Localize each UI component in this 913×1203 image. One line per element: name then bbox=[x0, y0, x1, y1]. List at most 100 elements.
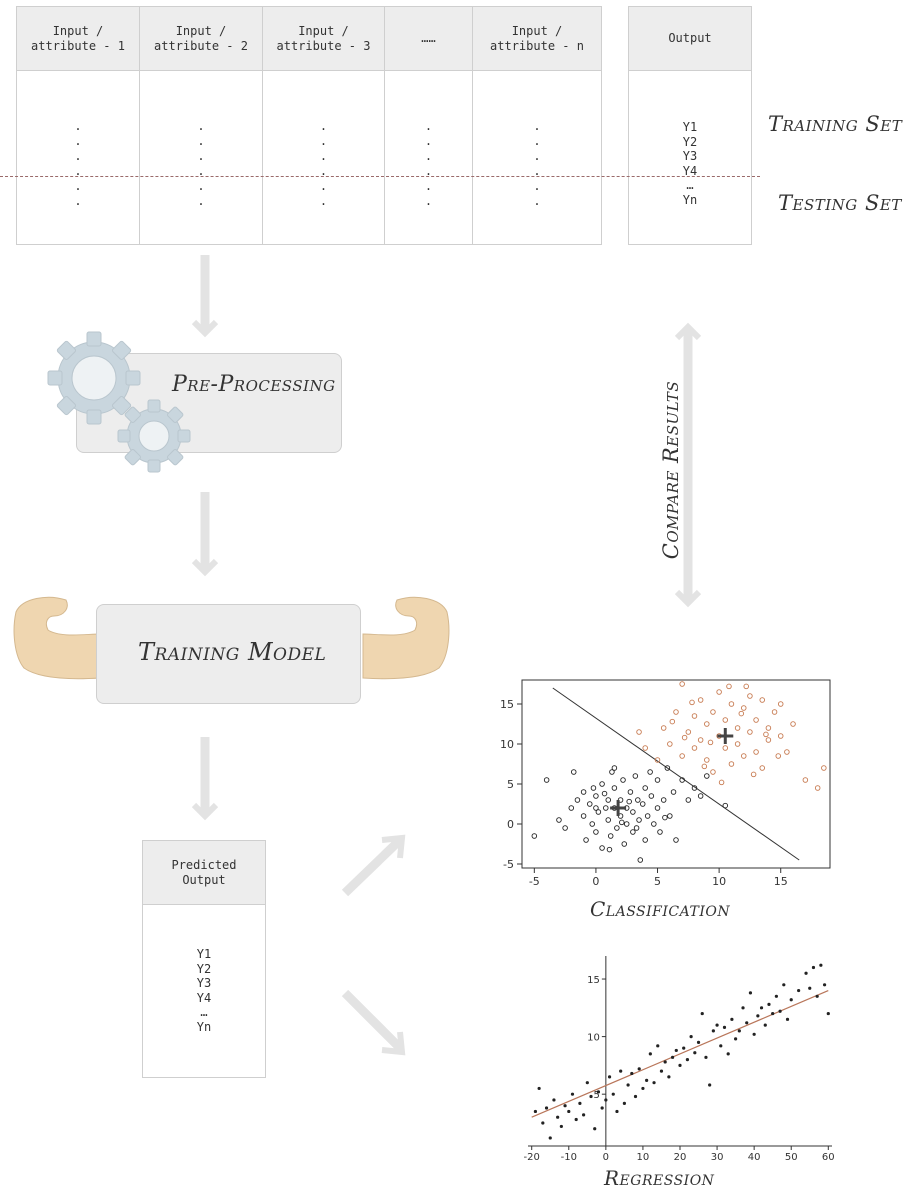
regression-point bbox=[630, 1071, 634, 1076]
regression-point bbox=[819, 963, 823, 967]
scatter-point-class-1 bbox=[667, 813, 673, 819]
regression-point bbox=[559, 1124, 563, 1129]
scatter-point-class-1 bbox=[556, 817, 562, 823]
regression-point bbox=[811, 965, 816, 970]
regression-point bbox=[544, 1106, 549, 1110]
x-tick-label: 30 bbox=[711, 1152, 724, 1163]
regression-point bbox=[696, 1040, 701, 1044]
scatter-point-class-1 bbox=[580, 813, 587, 819]
scatter-point-class-1 bbox=[654, 805, 661, 811]
scatter-point-class-2 bbox=[775, 753, 782, 759]
output-value-4: Y4 bbox=[682, 163, 698, 178]
scatter-point-class-1 bbox=[697, 793, 704, 799]
regression-point bbox=[711, 1029, 715, 1033]
scatter-point-class-2 bbox=[681, 734, 688, 741]
predicted-value-n: Yn bbox=[196, 1019, 212, 1034]
scatter-point-class-2 bbox=[734, 725, 741, 731]
centroid-marker bbox=[717, 728, 734, 744]
x-tick-label: -5 bbox=[529, 875, 540, 888]
scatter-point-class-1 bbox=[633, 825, 640, 831]
regression-point bbox=[578, 1101, 582, 1105]
regression-point bbox=[589, 1094, 593, 1099]
regression-point bbox=[767, 1002, 771, 1006]
regression-point bbox=[641, 1086, 645, 1091]
scatter-point-class-1 bbox=[621, 841, 628, 847]
regression-point bbox=[652, 1081, 656, 1085]
regression-point bbox=[637, 1067, 641, 1071]
train-test-split-line bbox=[0, 176, 760, 177]
regression-point bbox=[674, 1048, 678, 1053]
training-set-label: Training Set bbox=[768, 112, 903, 136]
regression-point bbox=[804, 971, 808, 975]
scatter-point-class-1 bbox=[637, 857, 644, 863]
scatter-point-class-2 bbox=[718, 779, 725, 786]
scatter-point-class-2 bbox=[790, 721, 796, 727]
regression-point bbox=[645, 1078, 649, 1082]
scatter-point-class-2 bbox=[814, 785, 821, 791]
centroid-marker bbox=[610, 800, 627, 816]
scatter-point-class-2 bbox=[728, 761, 735, 767]
scatter-point-class-1 bbox=[630, 809, 636, 815]
y-tick-label: -5 bbox=[503, 858, 514, 871]
scatter-point-class-1 bbox=[673, 837, 679, 843]
regression-point bbox=[774, 994, 778, 998]
input-column-body-2: . . . . . . bbox=[140, 71, 263, 244]
scatter-point-class-2 bbox=[636, 729, 642, 735]
input-column-header-1: Input / attribute - 1 bbox=[17, 7, 140, 71]
x-tick-label: 10 bbox=[712, 875, 726, 888]
regression-point bbox=[726, 1052, 730, 1056]
y-tick-label: 5 bbox=[507, 778, 514, 791]
regression-point bbox=[596, 1090, 601, 1094]
scatter-point-class-1 bbox=[543, 777, 550, 783]
testing-set-label: Testing Set bbox=[778, 191, 902, 215]
compare-results-label: Compare Results bbox=[659, 380, 683, 560]
regression-point bbox=[741, 1006, 745, 1010]
scatter-point-class-2 bbox=[753, 717, 759, 723]
scatter-point-class-2 bbox=[679, 681, 685, 687]
regression-point bbox=[815, 994, 819, 998]
output-value-ellipsis: … bbox=[686, 178, 694, 193]
scatter-point-class-2 bbox=[741, 705, 747, 711]
scatter-point-class-1 bbox=[636, 817, 642, 823]
data-dots: . . . . . . bbox=[533, 119, 541, 208]
data-dots: . . . . . . bbox=[319, 119, 328, 208]
regression-point bbox=[556, 1115, 560, 1119]
scatter-point-class-1 bbox=[664, 765, 671, 771]
x-tick-label: 60 bbox=[822, 1152, 835, 1163]
scatter-point-class-1 bbox=[642, 785, 648, 791]
regression-point bbox=[533, 1109, 538, 1114]
scatter-point-class-2 bbox=[784, 749, 790, 755]
predicted-value-3: Y3 bbox=[196, 976, 212, 991]
scatter-point-class-1 bbox=[626, 798, 632, 805]
y-tick-label: 15 bbox=[587, 975, 600, 986]
regression-point bbox=[826, 1011, 830, 1016]
regression-point bbox=[656, 1044, 660, 1048]
regression-point bbox=[593, 1127, 597, 1131]
input-column-header-ellipsis: …… bbox=[385, 7, 473, 71]
down-arrow-3 bbox=[191, 737, 219, 821]
data-dots: . . . . . . bbox=[424, 119, 433, 208]
scatter-point-class-2 bbox=[704, 721, 710, 727]
scatter-point-class-2 bbox=[726, 683, 732, 690]
regression-point bbox=[700, 1011, 704, 1016]
regression-point bbox=[689, 1035, 693, 1039]
predicted-value-2: Y2 bbox=[196, 961, 212, 976]
scatter-point-class-2 bbox=[747, 729, 753, 735]
scatter-point-class-2 bbox=[759, 765, 765, 771]
down-arrow-2 bbox=[191, 492, 219, 577]
regression-point bbox=[763, 1023, 767, 1027]
regression-point bbox=[607, 1075, 612, 1079]
scatter-point-class-1 bbox=[593, 793, 599, 799]
predicted-value-1: Y1 bbox=[196, 947, 212, 961]
regression-point bbox=[567, 1109, 571, 1114]
output-table: Output Y1 Y2 Y3 Y4 … Yn bbox=[628, 6, 752, 245]
scatter-point-class-2 bbox=[738, 710, 745, 717]
scatter-point-class-1 bbox=[651, 821, 657, 827]
scatter-point-class-1 bbox=[648, 793, 655, 799]
scatter-point-class-1 bbox=[660, 797, 667, 803]
scatter-point-class-1 bbox=[611, 785, 618, 791]
y-tick-label: 10 bbox=[587, 1033, 600, 1044]
regression-point bbox=[797, 988, 801, 993]
y-tick-label: 0 bbox=[507, 818, 514, 831]
y-tick-label: 10 bbox=[500, 738, 514, 751]
